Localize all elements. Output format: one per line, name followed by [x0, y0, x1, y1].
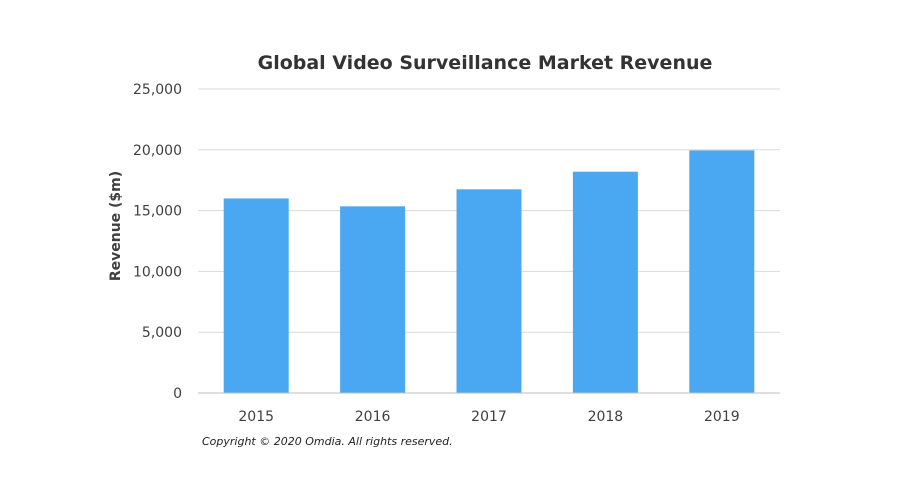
y-tick-label: 15,000 [133, 204, 182, 220]
y-tick-label: 0 [173, 386, 182, 402]
bar [340, 206, 406, 393]
y-tick-label: 25,000 [133, 82, 182, 98]
bar [689, 150, 755, 393]
copyright-notice: Copyright © 2020 Omdia. All rights reser… [202, 435, 453, 448]
y-tick-label: 10,000 [133, 264, 182, 280]
bar [223, 198, 289, 393]
y-tick-label: 5,000 [142, 325, 182, 341]
chart-title: Global Video Surveillance Market Revenue [257, 52, 713, 74]
x-tick-label: 2019 [704, 409, 740, 425]
bar [572, 171, 638, 393]
x-tick-label: 2015 [238, 409, 274, 425]
bar [456, 189, 522, 393]
y-tick-label: 20,000 [133, 143, 182, 159]
x-tick-label: 2016 [355, 409, 391, 425]
x-tick-label: 2017 [471, 409, 507, 425]
x-tick-label: 2018 [588, 409, 624, 425]
